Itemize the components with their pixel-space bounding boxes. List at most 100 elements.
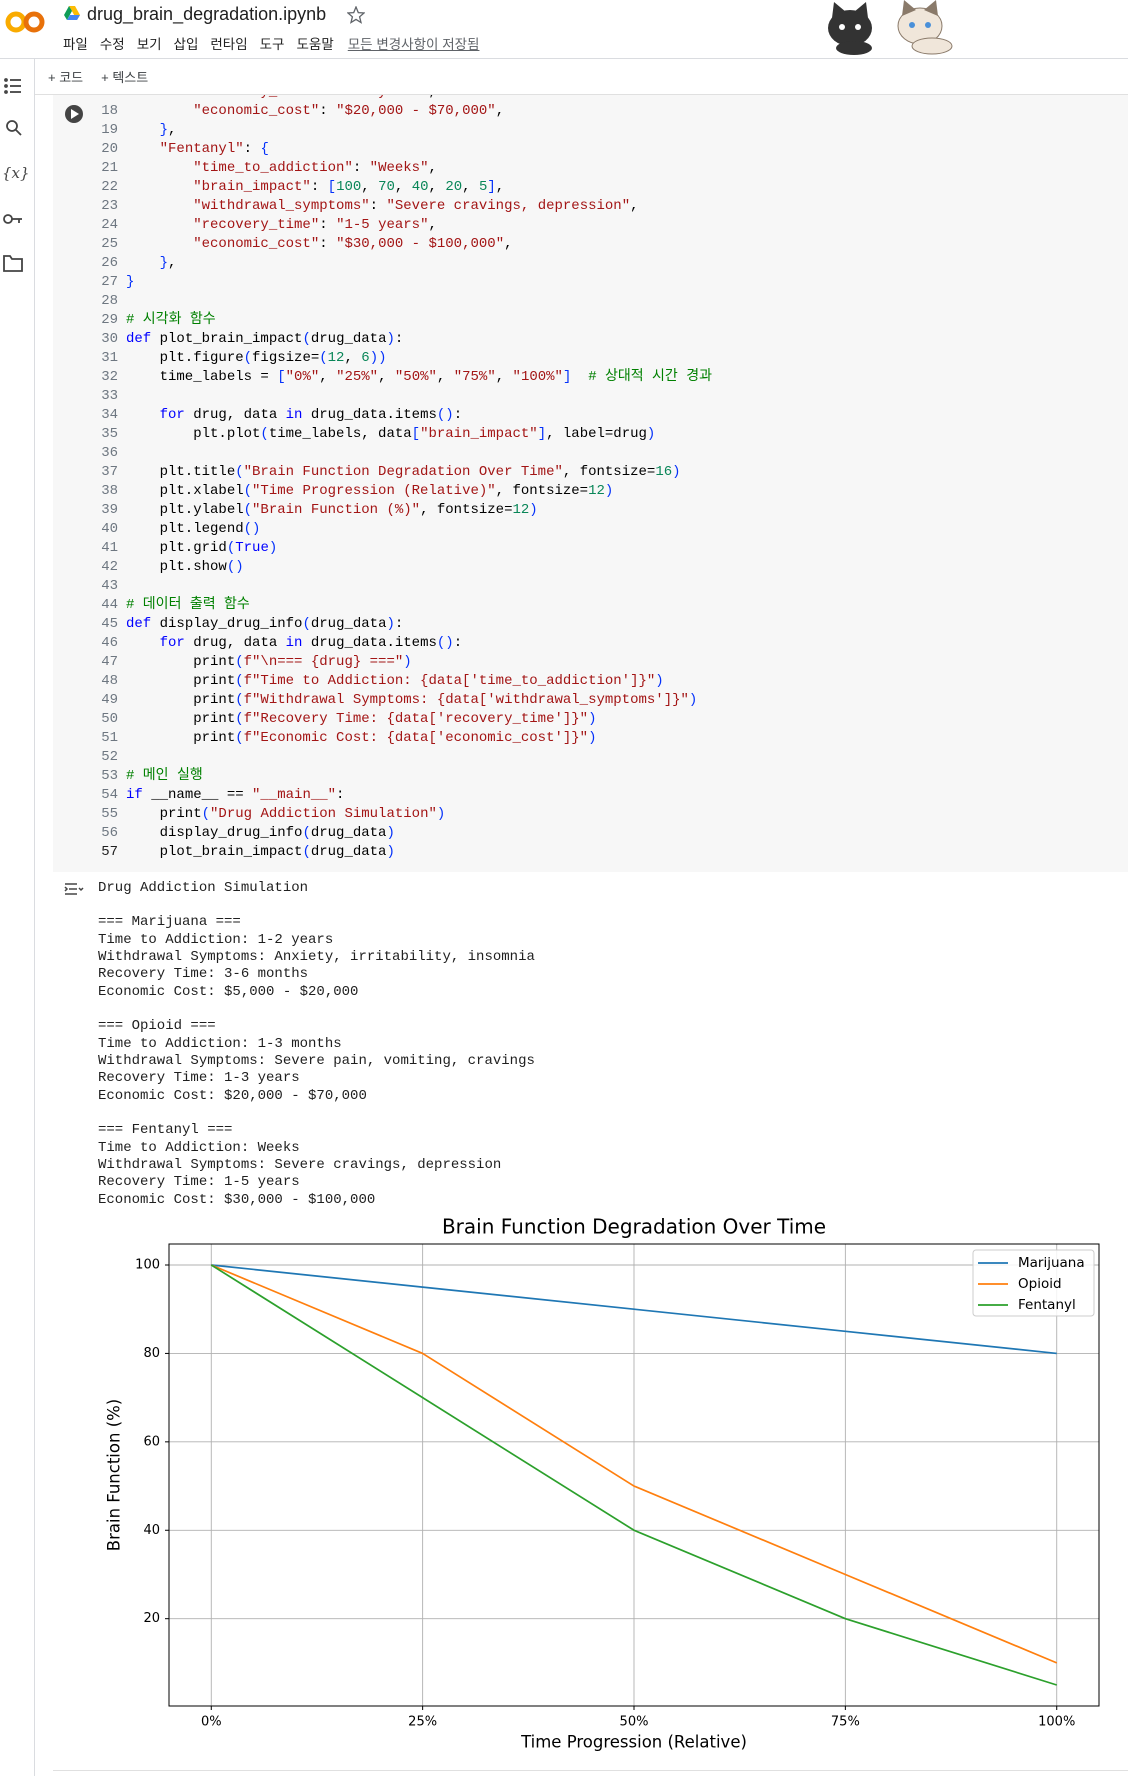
line-number: 24	[101, 216, 118, 233]
output-line: Recovery Time: 1-5 years	[98, 1174, 300, 1191]
toolbar: + 코드 + 텍스트	[48, 67, 148, 86]
data-line	[211, 1264, 1057, 1355]
code-line: plt.figure(figsize=(12, 6))	[126, 349, 387, 366]
code-line: },	[159, 121, 177, 138]
variables-icon[interactable]: {x}	[2, 164, 30, 182]
line-number: 34	[101, 406, 118, 423]
output-line: Time to Addiction: 1-2 years	[98, 931, 334, 948]
toolbar-button[interactable]: + 텍스트	[101, 70, 149, 85]
x-tick-label: 100%	[1038, 1715, 1075, 1730]
x-tick-label: 0%	[201, 1715, 222, 1730]
line-number: 57	[101, 843, 118, 860]
code-cell: 17 "recovery_time": "1-3 years", 18 "econ…	[53, 95, 1128, 872]
line-number: 48	[101, 672, 118, 689]
output-line: === Marijuana ===	[98, 914, 241, 931]
output-icon[interactable]	[63, 879, 85, 899]
code-line: print("Drug Addiction Simulation")	[126, 805, 446, 822]
code-line: "time_to_addiction": "Weeks",	[193, 159, 437, 176]
line-number: 17	[90, 95, 118, 102]
chart: Brain Function Degradation Over Time Tim…	[105, 1215, 1100, 1752]
code-line: # 시각화 함수	[126, 311, 216, 328]
code-line: },	[159, 254, 177, 271]
line-number: 52	[101, 748, 118, 765]
code-line: for drug, data in drug_data.items():	[159, 406, 463, 423]
code-line: print(f"Time to Addiction: {data['time_t…	[126, 672, 664, 689]
x-tick-label: 75%	[831, 1715, 860, 1730]
menu-item[interactable]: 도움말	[296, 37, 334, 52]
code-line: }	[126, 273, 135, 290]
notebook-title[interactable]: drug_brain_degradation.ipynb	[87, 4, 327, 24]
y-tick-label: 20	[143, 1611, 160, 1626]
data-line	[210, 1264, 1058, 1664]
legend-label: Marijuana	[1018, 1255, 1085, 1271]
header	[0, 0, 1128, 59]
line-number: 29	[101, 311, 118, 328]
output-line: Time to Addiction: Weeks	[98, 1139, 300, 1156]
line-number: 55	[101, 805, 118, 822]
line-number: 50	[101, 710, 118, 727]
output-line: Time to Addiction: 1-3 months	[98, 1035, 342, 1052]
line-number: 19	[101, 121, 118, 138]
output-line: Economic Cost: $30,000 - $100,000	[98, 1191, 376, 1208]
code-line: display_drug_info(drug_data)	[126, 824, 395, 841]
line-number: 42	[101, 558, 118, 575]
line-number: 43	[101, 577, 118, 594]
code-line: "economic_cost": "$20,000 - $70,000",	[193, 102, 505, 119]
line-number: 44	[101, 596, 118, 613]
code-line: def display_drug_info(drug_data):	[126, 615, 404, 632]
colab-logo	[5, 11, 45, 33]
code-line: "brain_impact": [100, 70, 40, 20, 5],	[193, 178, 505, 195]
menu-item[interactable]: 보기	[136, 37, 162, 52]
line-number: 49	[101, 691, 118, 708]
code-line: "recovery_time": "1-3 years",	[126, 95, 437, 102]
line-number: 40	[101, 520, 118, 537]
sidebar-icons[interactable]	[2, 76, 26, 276]
x-tick-label: 25%	[408, 1715, 437, 1730]
y-axis-label: Brain Function (%)	[105, 1399, 124, 1551]
cat-decoration	[828, 0, 953, 55]
line-number: 36	[101, 444, 118, 461]
code-line: for drug, data in drug_data.items():	[159, 634, 463, 651]
code-line: if __name__ == "__main__":	[126, 786, 345, 803]
line-number: 22	[101, 178, 118, 195]
code-line: plt.grid(True)	[126, 539, 278, 556]
output-line: Recovery Time: 1-3 years	[98, 1070, 300, 1087]
menu-item[interactable]: 파일	[63, 37, 88, 52]
menu-item[interactable]: 수정	[99, 37, 125, 52]
line-number: 53	[101, 767, 118, 784]
code-line: "recovery_time": "1-5 years",	[193, 216, 437, 233]
star-icon[interactable]	[347, 6, 365, 24]
code-line: print(f"Recovery Time: {data['recovery_t…	[126, 710, 597, 727]
line-number: 37	[101, 463, 118, 480]
sidebar-border	[34, 58, 35, 1776]
code-line: plot_brain_impact(drug_data)	[126, 843, 395, 860]
line-number: 56	[101, 824, 118, 841]
line-number: 38	[101, 482, 118, 499]
code-line: def plot_brain_impact(drug_data):	[126, 330, 404, 347]
line-number: 33	[101, 387, 118, 404]
line-number: 25	[101, 235, 118, 252]
run-button[interactable]	[64, 104, 84, 124]
line-number: 21	[101, 159, 118, 176]
output-line: Withdrawal Symptoms: Anxiety, irritabili…	[98, 948, 535, 965]
output-line: Drug Addiction Simulation	[98, 879, 309, 896]
axes-frame	[168, 1243, 1100, 1707]
code-line: # 데이터 출력 함수	[126, 596, 250, 613]
line-number: 26	[101, 254, 118, 271]
x-axis-label: Time Progression (Relative)	[520, 1733, 747, 1752]
code-line: "economic_cost": "$30,000 - $100,000",	[193, 235, 513, 252]
toolbar-divider	[34, 94, 1128, 95]
code-line: time_labels = ["0%", "25%", "50%", "75%"…	[126, 368, 712, 385]
y-tick-label: 100	[135, 1258, 160, 1273]
output-line: Withdrawal Symptoms: Severe cravings, de…	[98, 1157, 502, 1174]
line-number: 39	[101, 501, 118, 518]
menu-item[interactable]: 도구	[259, 37, 285, 52]
menu-item[interactable]: 삽입	[173, 37, 199, 52]
line-number: 30	[101, 330, 118, 347]
y-tick-label: 40	[143, 1523, 160, 1538]
save-status[interactable]: 모든 변경사항이 저장됨	[347, 37, 480, 52]
menu-item[interactable]: 런타임	[210, 37, 248, 52]
legend-box	[972, 1249, 1095, 1317]
toolbar-button[interactable]: + 코드	[48, 70, 84, 85]
